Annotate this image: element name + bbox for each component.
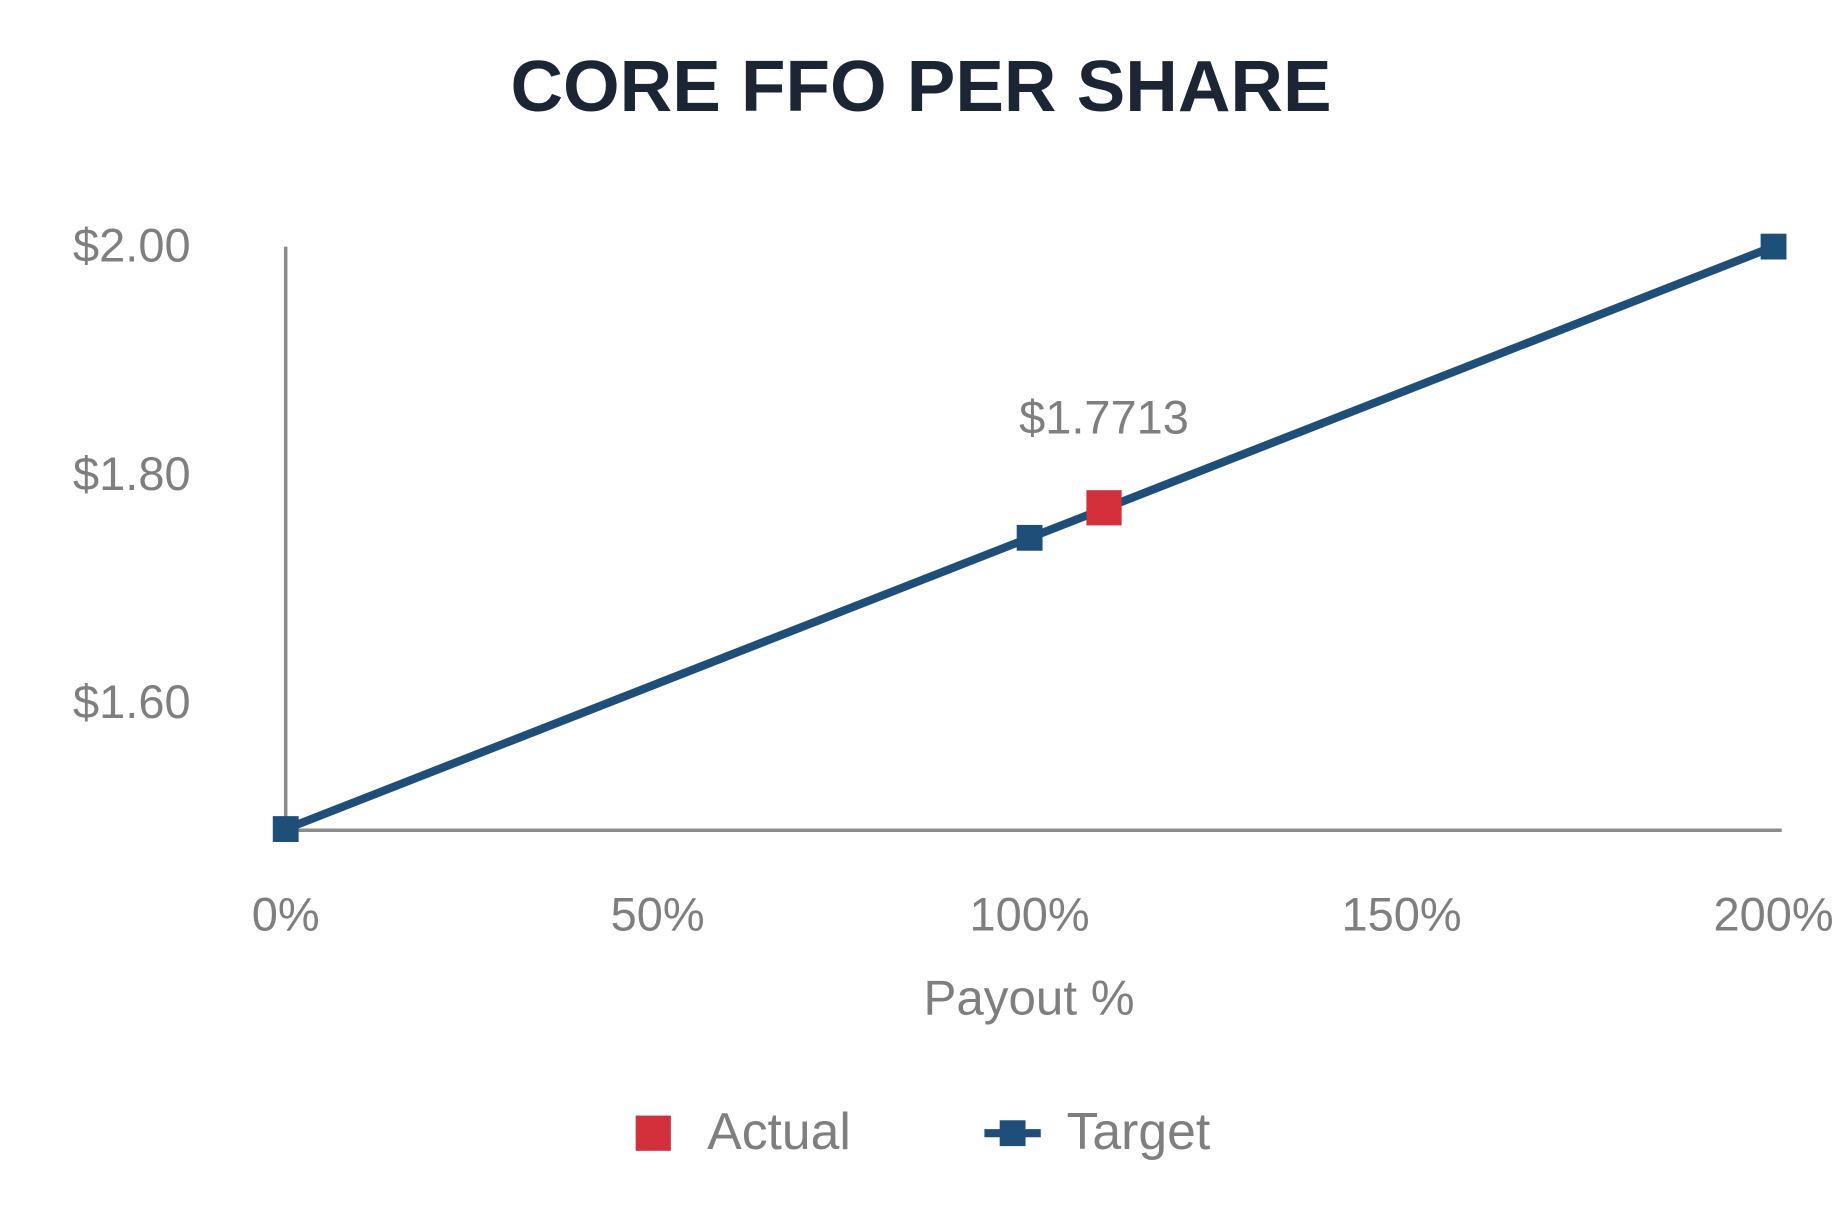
x-tick-label: 0% [252,888,320,941]
x-tick-label: 200% [1713,888,1833,941]
y-tick-label: $1.60 [73,675,191,728]
chart-title: CORE FFO PER SHARE [510,46,1331,127]
data-point [1760,233,1787,260]
legend-swatch [999,1120,1026,1147]
y-tick-label: $2.00 [73,218,191,271]
x-axis-title: Payout % [923,971,1134,1026]
x-tick-label: 150% [1342,888,1462,941]
y-tick-label: $1.80 [73,447,191,500]
legend-label: Actual [707,1102,851,1160]
legend-label: Target [1067,1102,1211,1160]
data-point [272,816,299,842]
data-point [1086,490,1122,526]
x-tick-label: 50% [611,888,705,941]
data-point [1016,524,1043,551]
legend-swatch [635,1115,671,1151]
x-tick-label: 100% [970,888,1090,941]
data-label: $1.7713 [1019,390,1189,443]
